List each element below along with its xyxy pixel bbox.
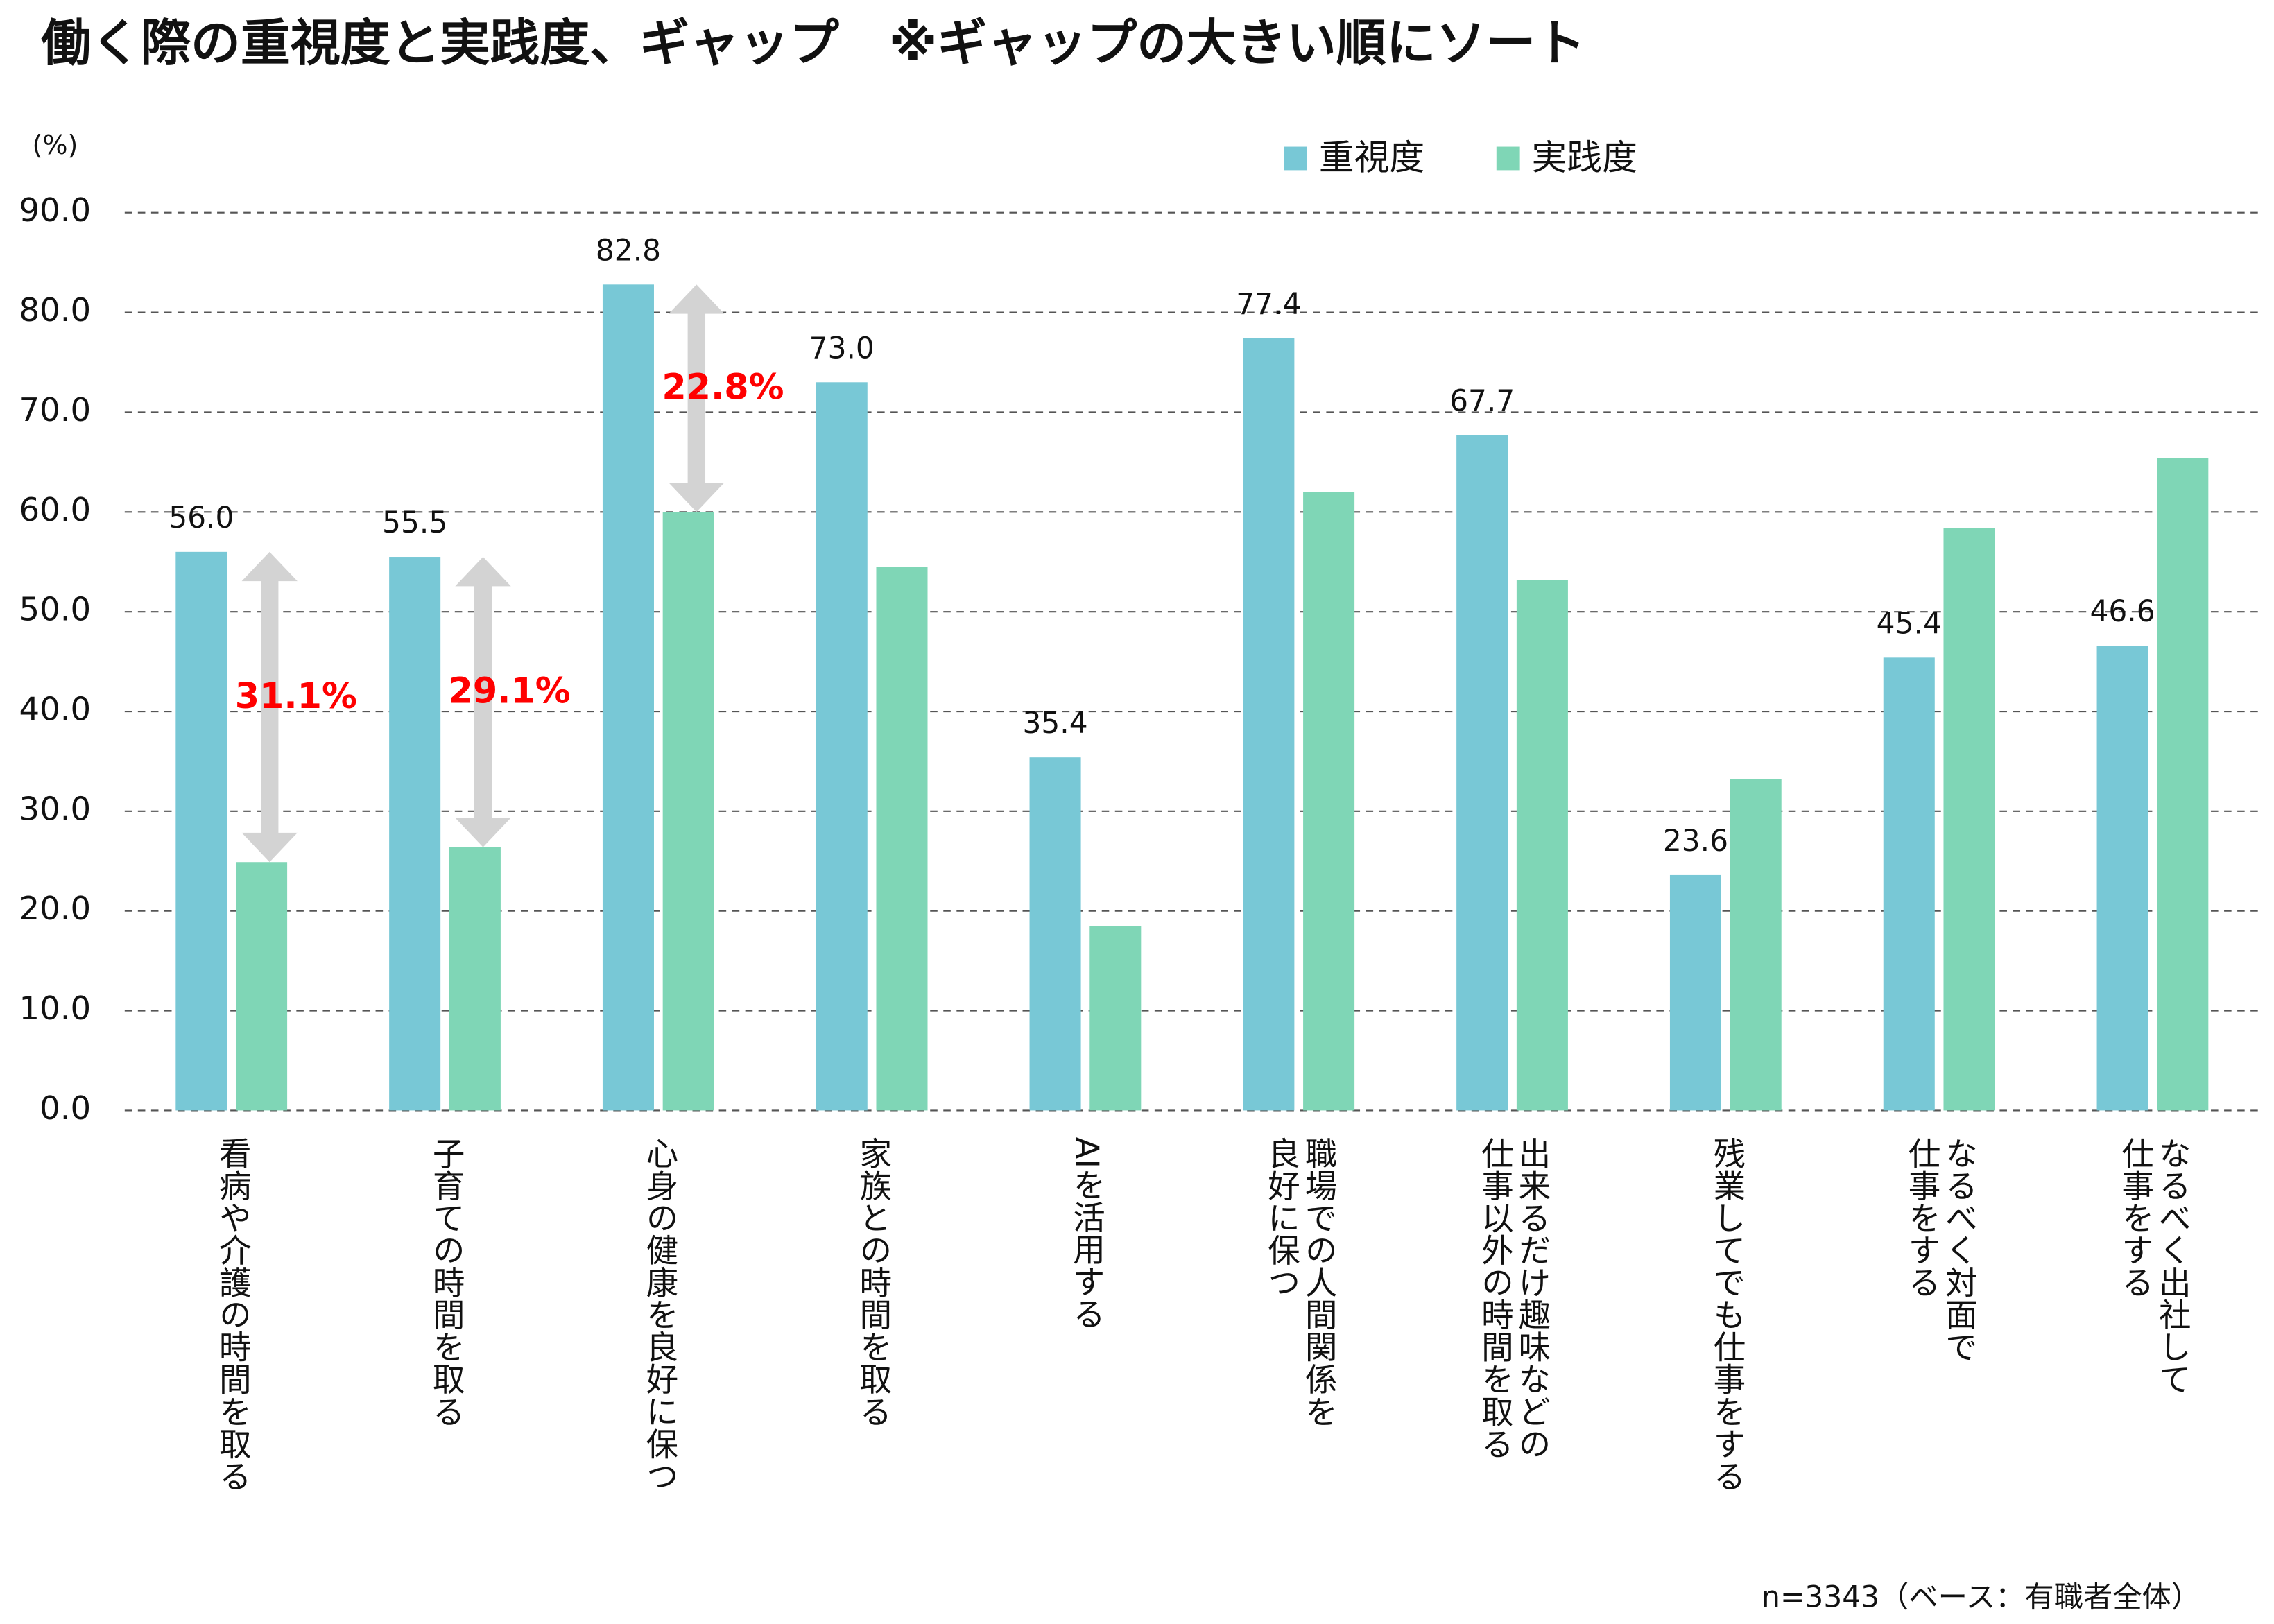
x-tick-label: なるべく出社して 仕事をする (2116, 1137, 2190, 1395)
gap-arrow (241, 551, 298, 863)
x-tick-label: 子育ての時間を取る (427, 1137, 464, 1428)
y-tick-label: 20.0 (19, 890, 92, 927)
bar (1669, 874, 1721, 1111)
y-tick-label: 40.0 (19, 691, 92, 728)
y-tick-label: 80.0 (19, 291, 92, 329)
x-tick-label: AIを活用する (1067, 1137, 1104, 1330)
x-tick-label: 看病や介護の時間を取る (213, 1137, 250, 1492)
x-tick-label: なるべく対面で 仕事をする (1902, 1137, 1976, 1363)
y-tick-label: 0.0 (40, 1089, 91, 1127)
y-tick-label: 60.0 (19, 491, 92, 528)
value-label: 45.4 (1877, 606, 1942, 640)
bar (1303, 492, 1355, 1111)
y-tick-label: 50.0 (19, 591, 92, 628)
bar (602, 284, 654, 1111)
bar (236, 862, 288, 1111)
bar (1243, 338, 1295, 1111)
gap-label: 29.1% (449, 671, 571, 711)
value-label: 77.4 (1236, 287, 1301, 321)
bar (175, 551, 227, 1111)
gap-arrow (455, 557, 511, 847)
bar (1516, 580, 1568, 1111)
bar (1029, 757, 1081, 1111)
legend-swatch (1284, 146, 1307, 171)
legend-swatch (1496, 146, 1520, 171)
value-label: 23.6 (1663, 824, 1728, 858)
bar (1883, 657, 1935, 1111)
value-label: 73.0 (809, 331, 875, 365)
y-tick-label: 30.0 (19, 790, 92, 827)
value-label: 82.8 (596, 233, 661, 267)
bar (1089, 926, 1142, 1111)
x-tick-label: 心身の健康を良好に保つ (640, 1137, 678, 1492)
bar (389, 557, 441, 1111)
x-tick-label: 出来るだけ趣味などの 仕事以外の時間を取る (1475, 1137, 1550, 1460)
bar (1730, 779, 1782, 1111)
x-tick-label: 残業してでも仕事をする (1707, 1137, 1745, 1492)
value-label: 56.0 (169, 501, 234, 535)
x-tick-label: 家族との時間を取る (853, 1137, 890, 1428)
footnote: n=3343（ベース：有職者全体） (1762, 1580, 2200, 1614)
y-tick-label: 10.0 (19, 990, 92, 1027)
y-tick-label: 70.0 (19, 391, 92, 429)
gap-label: 22.8% (662, 367, 784, 408)
y-tick-label: 90.0 (19, 191, 92, 229)
y-axis-label: (%) (33, 130, 78, 160)
bar (2096, 646, 2148, 1111)
bar (816, 382, 868, 1111)
x-tick-label: 職場での人間関係を 良好に保つ (1261, 1137, 1336, 1428)
value-label: 46.6 (2090, 594, 2155, 628)
chart-title: 働く際の重視度と実践度、ギャップ ※ギャップの大きい順にソート (41, 14, 1585, 72)
value-label: 55.5 (382, 506, 447, 539)
bar (876, 567, 928, 1111)
bar (449, 847, 501, 1111)
value-label: 35.4 (1022, 706, 1087, 740)
gap-arrow (669, 284, 725, 512)
gap-label: 31.1% (235, 675, 357, 716)
bar (2157, 458, 2209, 1111)
bar (662, 512, 714, 1111)
legend-label: 重視度 (1319, 137, 1424, 178)
bar (1456, 435, 1508, 1111)
bar (1943, 528, 1995, 1111)
value-label: 67.7 (1449, 383, 1515, 417)
legend-label: 実践度 (1532, 137, 1637, 178)
